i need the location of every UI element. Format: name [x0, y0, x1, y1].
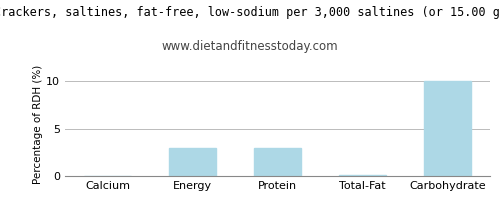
- Y-axis label: Percentage of RDH (%): Percentage of RDH (%): [34, 64, 43, 184]
- Bar: [339, 175, 386, 176]
- Text: Crackers, saltines, fat-free, low-sodium per 3,000 saltines (or 15.00 g): Crackers, saltines, fat-free, low-sodium…: [0, 6, 500, 19]
- Bar: [254, 148, 301, 176]
- Text: www.dietandfitnesstoday.com: www.dietandfitnesstoday.com: [162, 40, 338, 53]
- Bar: [424, 81, 470, 176]
- Bar: [169, 148, 216, 176]
